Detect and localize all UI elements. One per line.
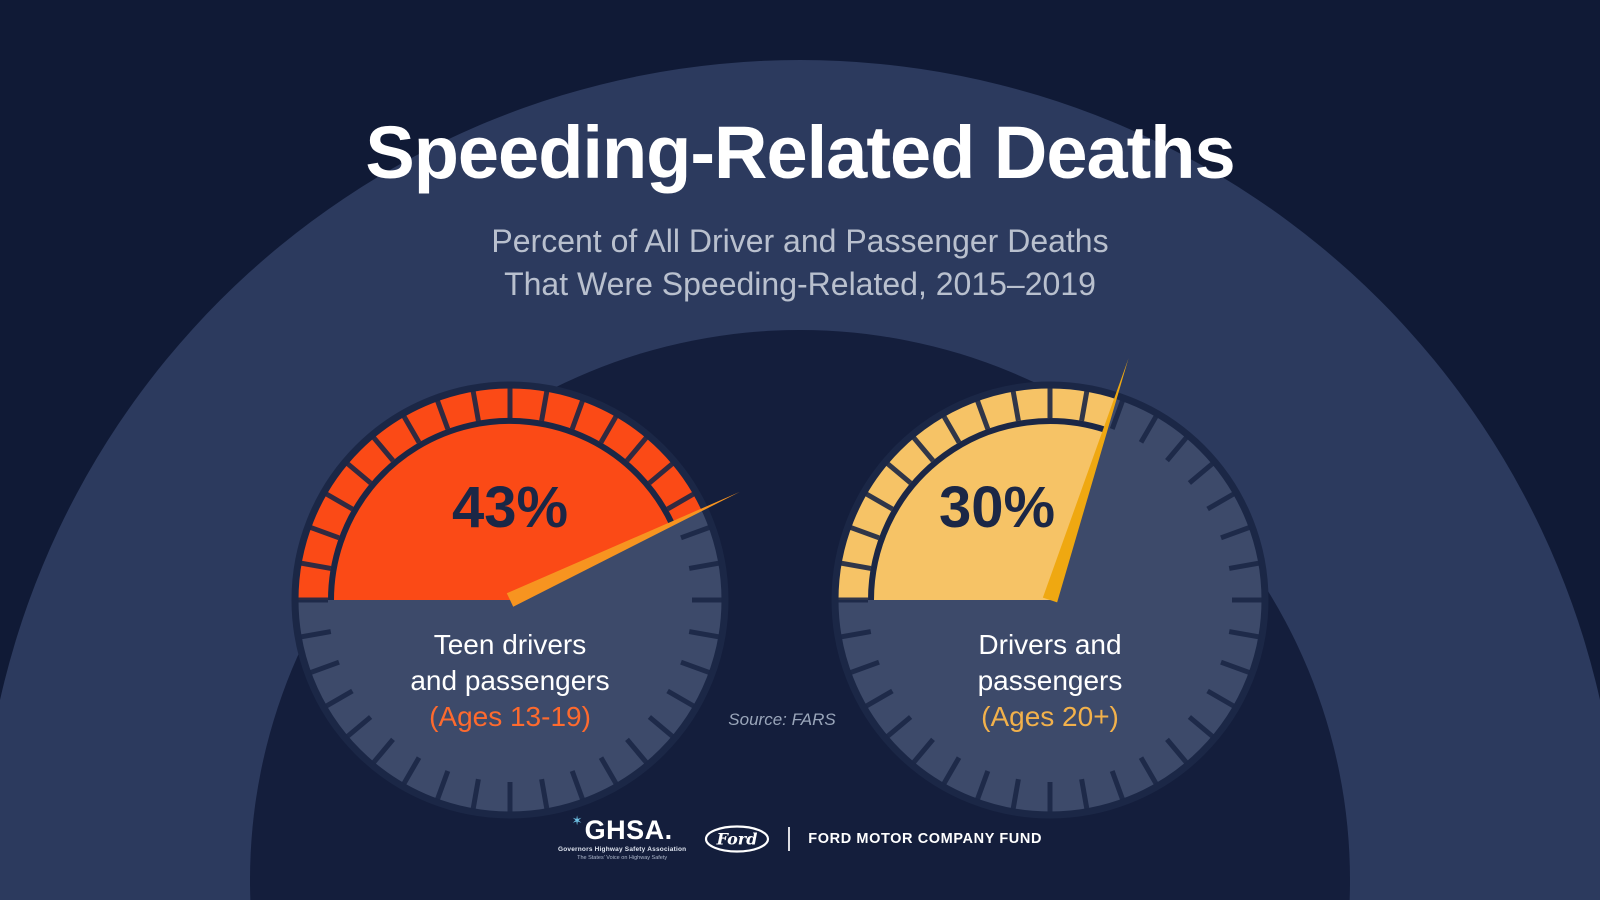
ford-script-text: Ford <box>716 830 758 849</box>
gauge-age-label: (Ages 20+) <box>981 701 1119 732</box>
gauge-ticks <box>293 383 727 817</box>
gauge-adult-drivers: 30% Drivers and passengers (Ages 20+) <box>831 358 1269 819</box>
gauge-separator-arc <box>868 418 1107 601</box>
gauge-separator-arc <box>328 417 675 601</box>
gauge-label-line2: and passengers <box>410 665 609 696</box>
gauge-ticks <box>833 383 1267 817</box>
ghsa-tagline1: Governors Highway Safety Association <box>557 846 687 853</box>
ford-fund-label: FORD MOTOR COMPANY FUND <box>808 831 1043 847</box>
gauge-teen-drivers: 43% Teen drivers and passengers (Ages 13… <box>291 381 740 819</box>
gauge-label-line1: Drivers and <box>978 629 1121 660</box>
gauge-value: 43% <box>452 475 568 540</box>
page-title: Speeding-Related Deaths <box>365 111 1234 194</box>
ford-oval-outline <box>705 825 770 853</box>
gauge-rim <box>831 381 1269 819</box>
ghsa-wordmark: ✶ GHSA. <box>571 813 673 845</box>
ghsa-tagline2: The States' Voice on Highway Safety <box>577 854 668 861</box>
ghsa-logo: ✶ GHSA. Governors Highway Safety Associa… <box>557 813 687 861</box>
subtitle-line1: Percent of All Driver and Passenger Deat… <box>491 223 1108 259</box>
gauge-fill-sector <box>835 384 1117 600</box>
subtitle-line2: That Were Speeding-Related, 2015–2019 <box>504 266 1096 302</box>
footer: ✶ GHSA. Governors Highway Safety Associa… <box>0 804 1600 874</box>
gauge-value: 30% <box>939 475 1055 540</box>
gauge-needle <box>506 491 740 607</box>
ford-logo: Ford <box>705 825 770 853</box>
gauge-needle <box>1042 358 1129 603</box>
ghsa-star-icon: ✶ <box>571 813 583 828</box>
gauge-rim <box>291 381 729 819</box>
ghsa-text: GHSA. <box>584 815 673 845</box>
gauge-label-line2: passengers <box>978 665 1123 696</box>
gauge-label-line1: Teen drivers <box>434 629 587 660</box>
gauge-age-label: (Ages 13-19) <box>429 701 591 732</box>
footer-divider <box>788 827 791 851</box>
source-note: Source: FARS <box>728 710 836 729</box>
